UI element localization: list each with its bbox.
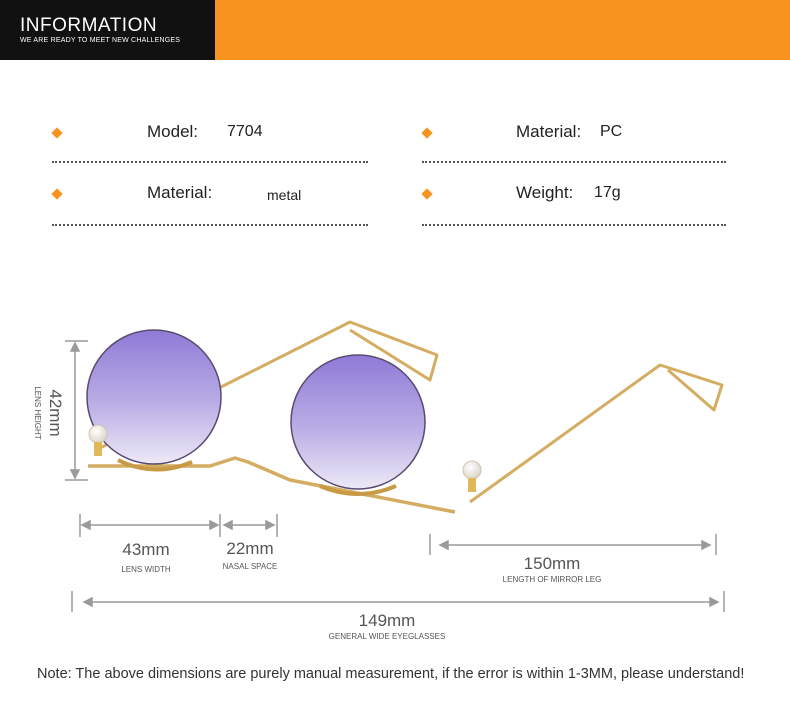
measurement-note: Note: The above dimensions are purely ma… [37,666,744,682]
glasses-product-image [87,322,722,512]
left-pearl [89,425,107,443]
right-pearl [463,461,481,479]
right-temple-arm [470,365,722,502]
temple-length-value: 150mm [524,554,581,573]
lens-height-label: LENS HEIGHT [33,386,42,439]
lens-height-value: 42mm [46,389,65,436]
lens-width-value: 43mm [122,540,169,559]
lens-width-label: LENS WIDTH [121,565,171,574]
overall-width-label: GENERAL WIDE EYEGLASSES [329,632,446,641]
temple-length-label: LENGTH OF MIRROR LEG [503,575,602,584]
right-lens [291,355,425,489]
overall-width-value: 149mm [359,611,416,630]
nasal-space-label: NASAL SPACE [223,562,278,571]
left-lens [87,330,221,464]
nasal-space-value: 22mm [226,539,273,558]
